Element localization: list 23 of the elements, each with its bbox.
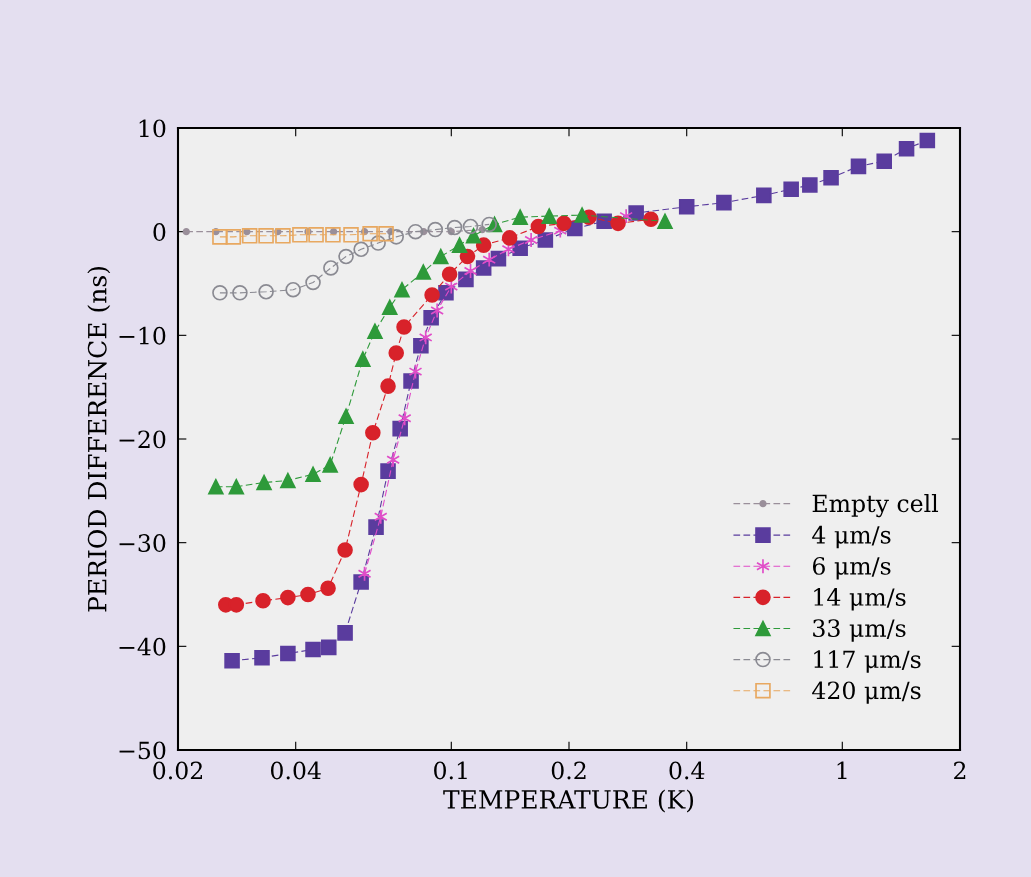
legend-label: 117 μm/s: [814, 650, 921, 673]
x-tick-label: 0.2: [551, 761, 586, 780]
legend-label: 420 μm/s: [812, 681, 921, 704]
y-tick-label: −10: [119, 326, 166, 345]
y-tick-label: 10: [139, 119, 166, 138]
x-tick-label: 0.02: [153, 761, 202, 780]
legend-label: 33 μm/s: [813, 619, 906, 642]
y-tick-label: −40: [119, 637, 166, 656]
x-axis-title: TEMPERATURE (K): [443, 789, 694, 813]
x-tick-label: 0.1: [434, 761, 467, 780]
y-axis-title: PERIOD DIFFERENCE (ns): [87, 267, 111, 612]
y-tick-label: −30: [119, 534, 166, 552]
legend-label: 14 μm/s: [814, 588, 906, 611]
x-tick-label: 2: [954, 761, 966, 780]
x-tick-label: 0.4: [669, 761, 705, 780]
legend-label: 6 μm/s: [812, 556, 891, 580]
y-tick-label: −50: [119, 741, 166, 760]
x-tick-label: 0.04: [270, 761, 321, 780]
legend-label: Empty cell: [812, 493, 939, 518]
legend-label: 4 μm/s: [812, 525, 891, 549]
y-tick-label: 0: [153, 223, 166, 241]
x-tick-label: 1: [837, 761, 847, 780]
y-tick-label: −20: [119, 430, 166, 449]
